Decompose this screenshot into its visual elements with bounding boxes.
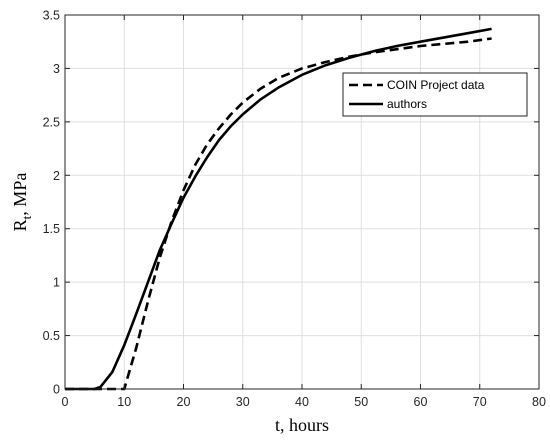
series-line-authors	[65, 27, 492, 391]
x-tick-label: 80	[532, 395, 546, 409]
y-tick-label: 2.5	[43, 115, 60, 129]
series-lines	[65, 27, 492, 391]
x-tick-label: 0	[62, 395, 69, 409]
legend: COIN Project data authors	[342, 72, 528, 117]
y-tick-label: 2	[53, 169, 60, 183]
x-tick-label: 30	[236, 395, 250, 409]
y-tick-label: 0	[53, 383, 60, 397]
plot-area: 0 10 20 30 40 50 60 70 80 0 0.5 1 1.5 2 2.5 3 3.5	[43, 9, 546, 410]
y-tick-label: 1	[53, 276, 60, 290]
y-axis-title-main: R	[10, 219, 30, 231]
x-axis-title: t, hours	[275, 415, 329, 435]
tick-labels: 0 10 20 30 40 50 60 70 80 0 0.5 1 1.5 2 2.5 3 3.5	[43, 9, 546, 410]
x-tick-label: 10	[117, 395, 131, 409]
legend-entries: COIN Project data authors	[349, 78, 485, 111]
legend-label: authors	[387, 97, 427, 111]
y-axis-title-subscript: t	[19, 215, 34, 219]
y-tick-label: 1.5	[43, 222, 60, 236]
x-tick-label: 70	[473, 395, 487, 409]
legend-box	[342, 72, 528, 117]
legend-label: COIN Project data	[387, 78, 485, 92]
tick-marks	[64, 14, 540, 390]
y-axis-title-unit: , MPa	[10, 173, 30, 216]
x-tick-label: 60	[414, 395, 428, 409]
y-tick-label: 3.5	[43, 9, 60, 23]
x-tick-label: 20	[177, 395, 191, 409]
x-tick-label: 50	[354, 395, 368, 409]
y-tick-label: 3	[53, 62, 60, 76]
x-tick-label: 40	[295, 395, 309, 409]
series-line-coin-project-data	[65, 37, 492, 391]
y-axis-title: Rt, MPa	[10, 173, 34, 232]
y-tick-label: 0.5	[43, 329, 60, 343]
